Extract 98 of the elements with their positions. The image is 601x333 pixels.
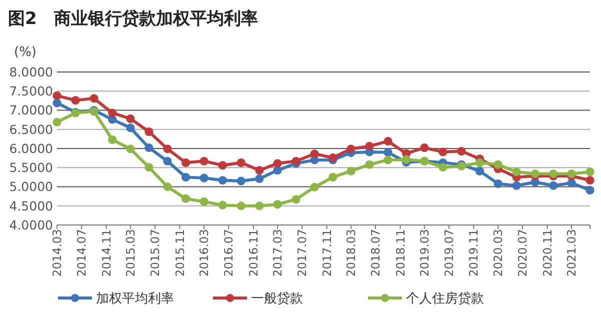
point <box>420 143 429 152</box>
point <box>181 172 190 182</box>
point <box>163 182 172 192</box>
point <box>586 168 594 176</box>
point <box>163 156 172 166</box>
point <box>310 182 319 192</box>
y-axis-title: (%) <box>14 45 36 60</box>
point <box>292 195 300 204</box>
point <box>181 158 190 167</box>
y-tick-label: 8.0000 <box>9 64 54 80</box>
x-tick-label: 2018.07 <box>368 229 383 277</box>
point <box>346 166 356 176</box>
point <box>144 162 154 172</box>
x-tick-label: 2016.03 <box>197 229 212 277</box>
y-tick-label: 7.5000 <box>9 84 54 98</box>
point <box>126 114 135 123</box>
y-tick-label: 4.5000 <box>9 198 54 214</box>
point <box>586 176 594 185</box>
point <box>346 144 356 154</box>
point <box>218 161 227 170</box>
point <box>475 166 484 176</box>
point <box>200 197 208 206</box>
point <box>200 156 208 166</box>
y-tick-label: 6.0000 <box>9 140 54 156</box>
point <box>236 158 246 167</box>
point <box>108 108 117 118</box>
point <box>384 148 392 157</box>
point <box>108 135 117 144</box>
x-tick-label: 2014.07 <box>74 229 89 277</box>
point <box>292 156 300 166</box>
x-tick-label: 2016.11 <box>246 229 260 277</box>
point <box>218 176 227 185</box>
point <box>512 181 521 190</box>
point <box>457 146 466 156</box>
point <box>181 194 190 203</box>
chart-title: 图2 商业银行贷款加权平均利率 <box>8 9 258 29</box>
point <box>402 155 411 164</box>
x-tick-label: 2017.03 <box>270 229 285 277</box>
point <box>236 176 246 186</box>
point <box>530 169 540 178</box>
point <box>255 202 264 210</box>
point <box>126 144 135 154</box>
point <box>273 159 282 168</box>
x-tick-label: 2017.11 <box>320 229 334 277</box>
x-tick-label: 2016.07 <box>222 229 236 277</box>
x-tick-label: 2015.11 <box>172 229 187 277</box>
point <box>549 181 558 190</box>
point <box>90 94 98 103</box>
x-tick-label: 2015.07 <box>148 229 162 277</box>
point <box>365 160 374 169</box>
point <box>586 186 594 194</box>
point <box>384 136 392 146</box>
point <box>273 200 282 209</box>
x-tick-label: 2018.03 <box>344 229 358 277</box>
x-tick-label: 2020.03 <box>491 229 506 277</box>
point <box>310 150 319 158</box>
x-tick-label: 2018.11 <box>393 229 408 277</box>
point <box>255 174 264 184</box>
y-tick-label: 5.0000 <box>9 179 54 194</box>
y-tick-label: 7.0000 <box>9 102 54 118</box>
point <box>200 174 208 182</box>
point <box>71 96 80 105</box>
point <box>384 156 392 164</box>
x-tick-label: 2019.07 <box>442 229 456 277</box>
x-tick-label: 2019.11 <box>466 229 481 277</box>
y-tick-label: 6.5000 <box>9 122 54 137</box>
point <box>365 142 374 151</box>
x-tick-label: 2015.03 <box>123 229 138 277</box>
point <box>494 160 502 169</box>
point <box>328 172 338 182</box>
point <box>52 91 62 100</box>
legend-label: 一般贷款 <box>251 292 303 307</box>
point <box>438 148 448 156</box>
point <box>52 118 62 126</box>
x-tick-label: 2019.03 <box>417 229 432 277</box>
point <box>438 162 448 172</box>
legend-label: 个人住房贷款 <box>406 290 484 307</box>
point <box>144 143 154 152</box>
point <box>144 127 154 136</box>
point <box>549 169 558 178</box>
x-tick-label: 2020.07 <box>516 229 530 277</box>
x-tick-label: 2020.11 <box>540 229 554 277</box>
x-tick-label: 2014.11 <box>99 229 114 277</box>
legend-label: 加权平均利率 <box>96 290 174 307</box>
point <box>567 169 576 178</box>
point <box>236 202 246 210</box>
point <box>126 124 135 132</box>
point <box>475 158 484 167</box>
point <box>163 144 172 154</box>
point <box>218 200 227 210</box>
point <box>494 179 502 188</box>
x-tick-label: 2021.03 <box>564 229 579 277</box>
point <box>512 168 521 176</box>
point <box>328 153 338 162</box>
y-tick-label: 5.5000 <box>9 160 54 175</box>
x-tick-label: 2017.07 <box>295 229 310 277</box>
point <box>52 98 62 108</box>
point <box>255 166 264 175</box>
